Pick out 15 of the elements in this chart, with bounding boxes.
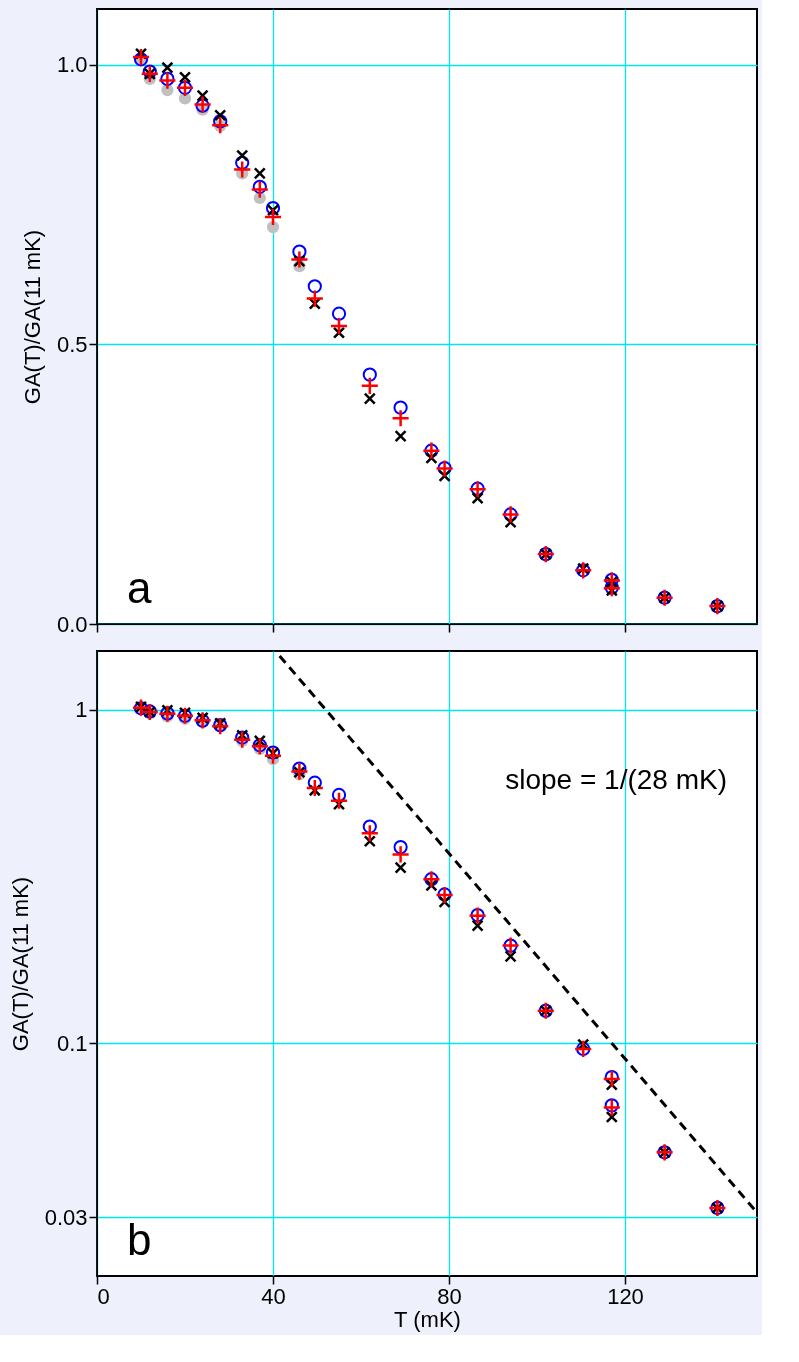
x-tick-label: 40 (261, 1283, 286, 1309)
y-axis-title: GA(T)/GA(11 mK) (7, 876, 33, 1052)
x-tick-label: 0 (97, 1283, 110, 1309)
y-tick-label: 0.03 (44, 1204, 88, 1230)
x-tick-label: 80 (437, 1283, 462, 1309)
y-tick-label: 0.0 (56, 611, 88, 637)
y-tick-label: 0.1 (56, 1030, 88, 1056)
annotation: b (127, 1215, 152, 1264)
y-tick-label: 0.5 (56, 331, 88, 357)
x-tick-label: 120 (607, 1283, 644, 1309)
y-tick-label: 1 (75, 697, 88, 723)
y-axis-title: GA(T)/GA(11 mK) (19, 229, 45, 405)
annotation: a (127, 563, 152, 612)
x-axis-title: T (mK) (394, 1306, 461, 1332)
y-tick-label: 1.0 (56, 52, 88, 78)
